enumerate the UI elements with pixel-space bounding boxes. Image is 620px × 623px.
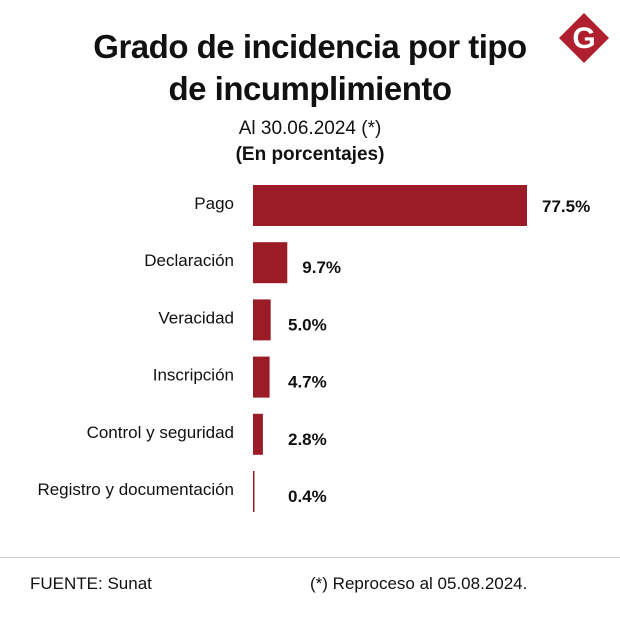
bar-4 <box>253 413 263 455</box>
category-label-2: Veracidad <box>158 308 234 327</box>
footer-divider <box>0 557 620 558</box>
chart-subtitle: Al 30.06.2024 (*) (En porcentajes) <box>120 116 500 168</box>
source-text: FUENTE: Sunat <box>30 574 152 593</box>
value-label-1: 9.7% <box>302 258 341 277</box>
footnote-text: (*) Reproceso al 05.08.2024. <box>310 574 528 593</box>
date-line: Al 30.06.2024 (*) <box>238 118 382 139</box>
value-label-2: 5.0% <box>288 315 327 334</box>
bar-3 <box>253 356 270 398</box>
logo-letter: G <box>572 22 595 55</box>
value-label-0: 77.5% <box>542 197 590 216</box>
value-label-5: 0.4% <box>288 487 327 506</box>
category-label-3: Inscripción <box>153 366 234 385</box>
bar-chart: Pago 77.5% Declaración 9.7% Veracidad 5.0% Ins… <box>37 185 590 512</box>
category-label-1: Declaración <box>144 251 234 270</box>
value-label-3: 4.7% <box>288 373 327 392</box>
unit-line: (En porcentajes) <box>235 144 385 165</box>
bar-1 <box>253 242 288 284</box>
title-line-1: Grado de incidencia por tipo <box>93 28 527 65</box>
bar-2 <box>253 299 271 341</box>
bar-0 <box>253 185 527 226</box>
publisher-logo-icon: G <box>559 13 609 63</box>
category-label-4: Control y seguridad <box>87 423 234 442</box>
logo-diamond <box>559 13 609 63</box>
chart-title: Grado de incidencia por tipo de incumpli… <box>40 26 580 110</box>
category-label-5: Registro y documentación <box>37 480 234 499</box>
bar-5 <box>253 471 255 512</box>
title-line-2: de incumplimiento <box>168 70 452 107</box>
category-label-0: Pago <box>194 194 234 213</box>
value-label-4: 2.8% <box>288 430 327 449</box>
